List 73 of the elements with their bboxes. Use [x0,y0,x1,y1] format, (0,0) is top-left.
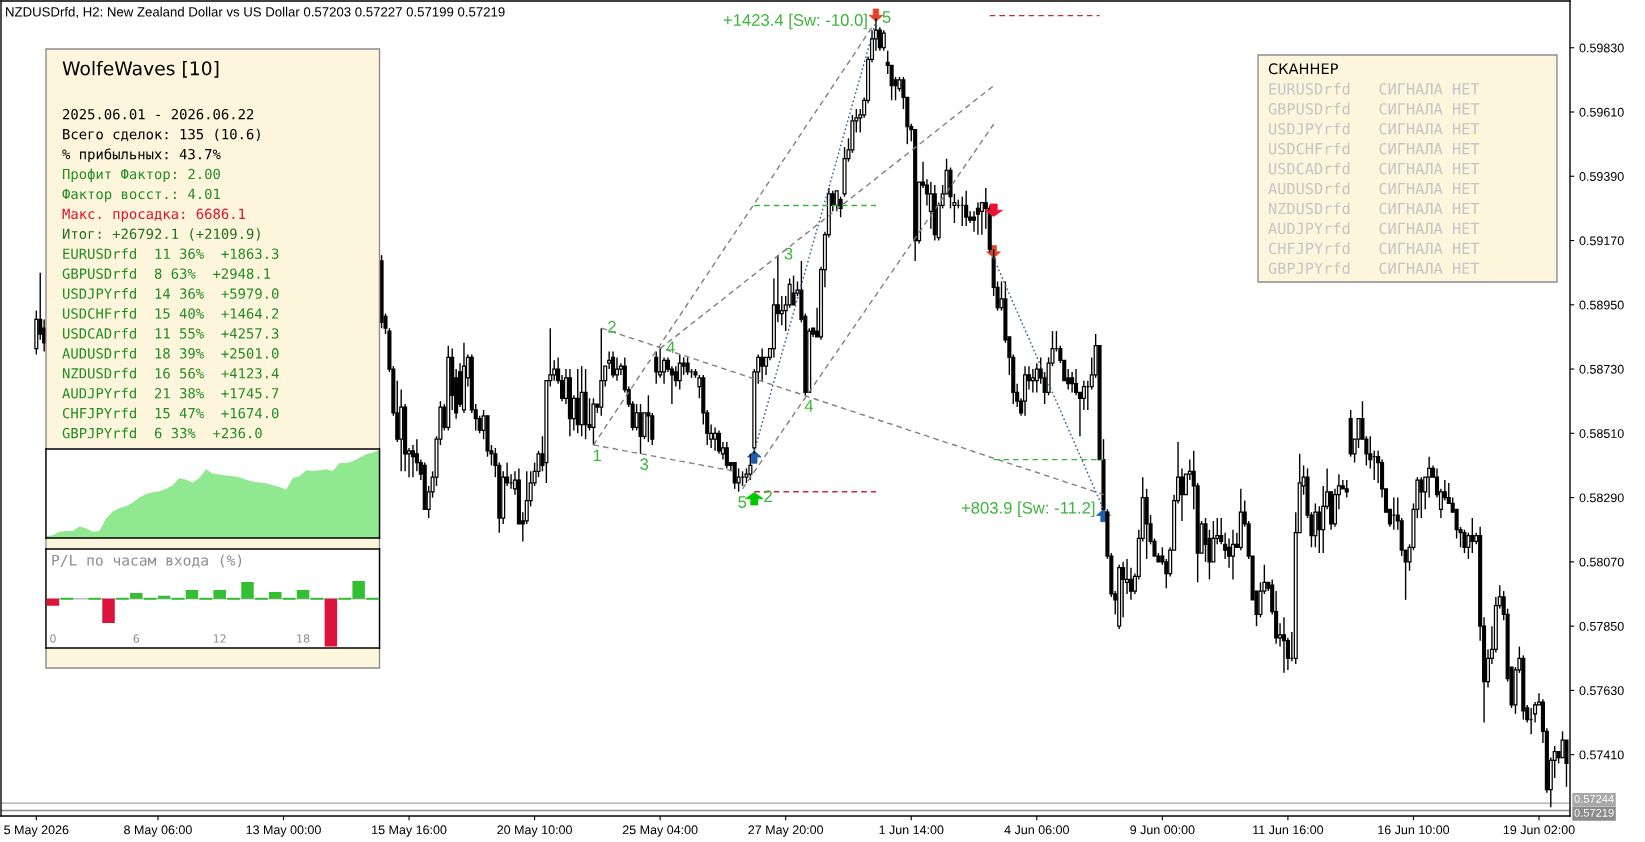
text: 1 [593,449,601,462]
chart-title: NZDUSDrfd, H2: New Zealand Dollar vs US Dollar 0.57203 0.57227 0.57199 0.57219 [6,6,505,19]
annotation: USDCADrfd 11 55% +4257.3 [63,327,279,339]
annotation: % прибыльных: 43.7% [62,148,221,163]
text: 4 [666,341,675,353]
y-tick-label: 0.58510 [1579,429,1624,438]
x-tick-label: 16 Jun 10:00 [1378,825,1450,835]
y-tick-label: 0.58290 [1579,493,1624,503]
annotation: AUDJPYrfd СИГНАЛА НЕТ [1268,222,1480,235]
annotation: EURUSDrfd 11 36% +1863.3 [63,248,279,259]
text: 5 [738,496,747,508]
text: WolfeWaves [10] [62,60,219,78]
series-label: +1423.4 [Sw: -10.0] [723,13,867,30]
text: 5 [882,11,891,23]
x-tick-label: 18 [297,634,310,643]
y-tick-label: 0.58070 [1579,557,1624,567]
chart-title: P/L по часам входа (%) [52,554,242,568]
annotation: Макс. просадка: 6686.1 [62,208,246,222]
x-tick-label: 4 Jun 06:00 [1004,825,1069,835]
x-tick-label: 0 [50,634,56,643]
x-tick-label: 13 May 00:00 [246,825,321,837]
y-tick-label: 0.59170 [1579,236,1624,246]
annotation: AUDUSDrfd 18 39% +2501.0 [62,347,279,359]
y-tick-label: 0.57630 [1579,686,1624,696]
text: СКАННЕР [1268,63,1338,75]
annotation: USDJPYrfd 14 36% +5979.0 [63,288,279,299]
annotation: USDCHFrfd 15 40% +1464.2 [63,308,279,319]
annotation: USDCHFrfd СИГНАЛА НЕТ [1269,142,1480,155]
y-tick-label: 0.58730 [1579,364,1624,374]
annotation: Фактор восст.: 4.01 [62,188,220,202]
x-tick-label: 1 Jun 14:00 [879,825,944,835]
annotation: AUDJPYrfd 21 38% +1745.7 [62,387,279,399]
annotation: CHFJPYrfd СИГНАЛА НЕТ [1269,242,1480,255]
x-tick-label: 11 Jun 16:00 [1253,825,1324,835]
x-tick-label: 5 May 2026 [4,825,69,837]
x-tick-label: 9 Jun 00:00 [1130,825,1195,835]
annotation: Профит Фактор: 2.00 [62,168,220,182]
y-tick-label: 0.57850 [1579,621,1624,631]
annotation: NZDUSDrfd СИГНАЛА НЕТ [1269,202,1480,215]
annotation: GBPUSDrfd СИГНАЛА НЕТ [1268,102,1480,115]
y-tick-label: 0.57410 [1579,750,1624,760]
ref-line-label: 0.57219 [1574,808,1614,817]
annotation: GBPUSDrfd 8 63% +2948.1 [62,268,271,279]
y-tick-label: 0.59830 [1579,43,1624,53]
annotation: NZDUSDrfd 16 56% +4123.4 [62,367,279,379]
y-tick-label: 0.59390 [1579,172,1624,181]
ref-line-label: 0.57244 [1574,794,1614,803]
annotation: EURUSDrfd СИГНАЛА НЕТ [1269,82,1480,95]
x-tick-label: 27 May 20:00 [748,825,824,837]
x-tick-label: 15 May 16:00 [372,825,447,837]
text: 3 [640,458,649,471]
annotation: Итог: +26792.1 (+2109.9) [62,228,260,241]
annotation: GBPJPYrfd СИГНАЛА НЕТ [1268,262,1480,275]
annotation: USDCADrfd СИГНАЛА НЕТ [1269,162,1480,175]
text: 4 [804,399,814,412]
y-tick-label: 0.58950 [1579,300,1624,310]
x-tick-label: 8 May 06:00 [124,825,192,837]
x-tick-label: 19 Jun 02:00 [1503,825,1575,835]
text: 3 [784,247,793,260]
annotation: AUDUSDrfd СИГНАЛА НЕТ [1268,182,1480,195]
text: 2 [608,320,616,333]
annotation: 2025.06.01 - 2026.06.22 [63,108,254,120]
annotation: CHFJPYrfd 15 47% +1674.0 [62,407,279,419]
series-label: +803.9 [Sw: -11.2] [961,501,1095,518]
x-tick-label: 20 May 10:00 [497,825,572,837]
annotation: USDJPYrfd СИГНАЛА НЕТ [1269,122,1480,135]
x-tick-label: 6 [133,634,140,643]
text: 2 [764,490,772,502]
y-tick-label: 0.59610 [1579,107,1624,117]
x-tick-label: 12 [213,634,226,643]
annotation: Всего сделок: 135 (10.6) [63,128,260,142]
annotation: GBPJPYrfd 6 33% +236.0 [62,427,262,439]
x-tick-label: 25 May 04:00 [622,825,698,837]
